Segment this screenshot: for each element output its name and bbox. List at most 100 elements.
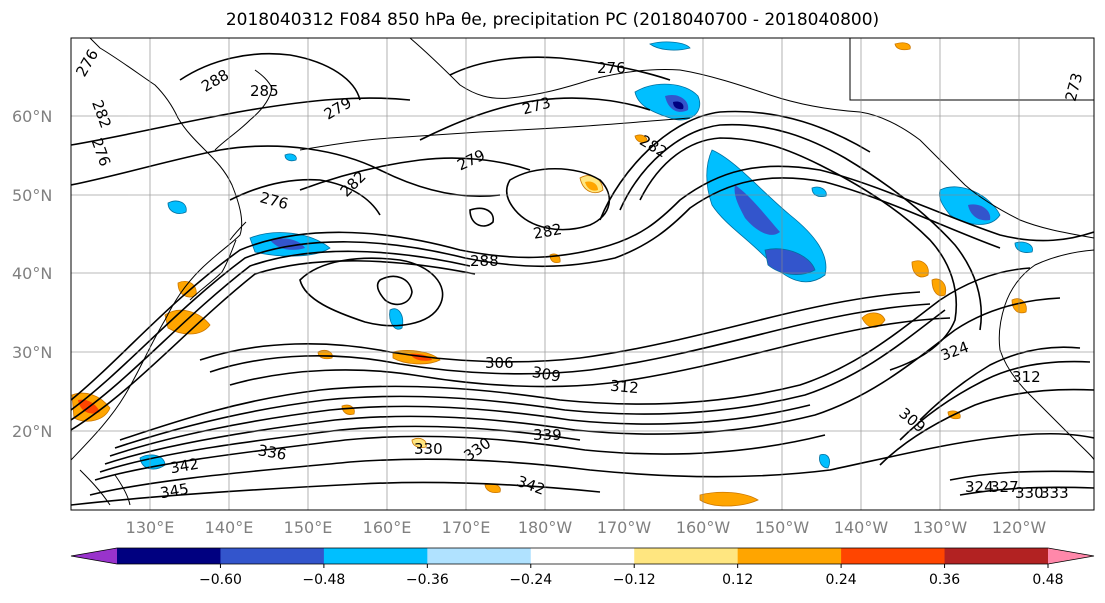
contour-line xyxy=(71,250,471,421)
contour-line xyxy=(619,123,983,331)
contour-line xyxy=(104,297,1061,465)
contour-label: 306 xyxy=(485,354,514,372)
negative-precip-region xyxy=(649,41,691,51)
contour-label: 312 xyxy=(1012,368,1041,386)
negative-precip-region xyxy=(706,149,827,283)
contour-line xyxy=(449,56,671,81)
positive-precip-region xyxy=(699,491,759,507)
colorbar-tick-label: 0.48 xyxy=(1032,572,1063,588)
negative-precip-core xyxy=(734,185,780,235)
contour-line xyxy=(469,207,494,227)
contour-label: 339 xyxy=(533,426,562,444)
contour-line xyxy=(71,260,476,431)
coastline-japan xyxy=(189,221,247,301)
contour-line xyxy=(71,145,501,198)
contour-line xyxy=(229,178,381,216)
coastline-north-america xyxy=(998,249,1094,461)
colorbar-tick-label: −0.60 xyxy=(199,572,242,588)
lat-label: 40°N xyxy=(12,264,52,283)
lon-label: 160°W xyxy=(676,518,731,537)
lon-label: 140°E xyxy=(205,518,254,537)
longitude-labels: 130°E 140°E 150°E 160°E 170°E 180°W 170°… xyxy=(126,518,1047,537)
lon-label: 170°E xyxy=(442,518,491,537)
lat-label: 60°N xyxy=(12,107,52,126)
contour-line xyxy=(919,346,1081,421)
lon-label: 140°W xyxy=(834,518,889,537)
colorbar-outline xyxy=(70,547,1095,565)
contour-line xyxy=(114,309,946,449)
contour-line xyxy=(109,404,811,457)
plot-border xyxy=(70,37,1095,511)
contour-line xyxy=(71,165,1094,401)
contour-line xyxy=(419,97,651,141)
contour-label: 309 xyxy=(531,363,562,386)
negative-precip-region xyxy=(167,200,187,214)
contour-line xyxy=(299,157,531,191)
contour-line xyxy=(879,388,1094,466)
lon-label: 150°E xyxy=(284,518,333,537)
colorbar-tick-label: −0.12 xyxy=(613,572,656,588)
colorbar-tick-label: 0.12 xyxy=(722,572,753,588)
positive-precip-region xyxy=(861,312,886,328)
contour-label: 342 xyxy=(169,455,200,478)
contour-line xyxy=(639,137,958,371)
negative-precip-region xyxy=(811,186,827,197)
contour-label: 324 xyxy=(965,478,994,496)
contour-line xyxy=(179,52,361,101)
contour-line xyxy=(959,486,1094,496)
colorbar-tick-label: 0.36 xyxy=(929,572,960,588)
colorbar-segment xyxy=(634,548,739,564)
negative-precip-region xyxy=(389,308,404,330)
contour-line xyxy=(299,257,444,327)
contour-label: 285 xyxy=(250,82,279,100)
lon-label: 180°W xyxy=(518,518,573,537)
lat-label: 30°N xyxy=(12,343,52,362)
lat-label: 20°N xyxy=(12,422,52,441)
lon-label: 130°W xyxy=(913,518,968,537)
contour-line xyxy=(71,481,601,506)
lon-label: 170°W xyxy=(597,518,652,537)
coastline-asia xyxy=(71,38,243,461)
negative-precip-core xyxy=(968,204,991,221)
contour-label: 276 xyxy=(597,59,626,77)
graticule xyxy=(71,38,1094,510)
negative-precip-core xyxy=(270,238,305,250)
colorbar-segment xyxy=(220,548,325,564)
contour-label: 288 xyxy=(470,252,499,270)
contour-line xyxy=(199,291,921,363)
colorbar-segment xyxy=(530,548,635,564)
contour-line xyxy=(94,434,826,481)
contour-line xyxy=(376,275,413,306)
colorbar-segment xyxy=(737,548,842,564)
contour-line xyxy=(949,470,1094,481)
colorbar-segment xyxy=(841,548,946,564)
contour-line xyxy=(505,167,611,231)
colorbar-tick-label: −0.24 xyxy=(509,572,552,588)
lon-label: 130°E xyxy=(126,518,175,537)
coastline-kamchatka xyxy=(214,69,273,151)
precip-shading xyxy=(71,41,1033,507)
positive-precip-region xyxy=(411,438,427,448)
contour-line xyxy=(899,360,1091,441)
coastline-chukotka xyxy=(849,38,1094,101)
colorbar-tick-label: −0.36 xyxy=(406,572,449,588)
colorbar-extend-max xyxy=(1048,548,1094,564)
colorbar-tick-label: −0.48 xyxy=(302,572,345,588)
lon-label: 160°E xyxy=(363,518,412,537)
lon-label: 120°W xyxy=(992,518,1047,537)
contour-line xyxy=(119,267,1031,441)
contour-label: 327 xyxy=(990,478,1019,496)
latitude-labels: 60°N 50°N 40°N 30°N 20°N xyxy=(12,107,52,441)
colorbar: −0.60 −0.48 −0.36 −0.24 −0.12 0.12 0.24 0.36 0.4… xyxy=(70,547,1095,588)
positive-precip-region xyxy=(634,134,648,144)
colorbar-segment xyxy=(944,548,1049,564)
positive-precip-region xyxy=(894,42,911,51)
lon-label: 150°W xyxy=(755,518,810,537)
contour-line xyxy=(89,432,1094,496)
colorbar-segment xyxy=(117,548,221,564)
contour-line xyxy=(71,97,411,146)
contour-label: 330 xyxy=(414,440,443,458)
positive-precip-region xyxy=(931,278,947,297)
map-title: 2018040312 F084 850 hPa θe, precipitatio… xyxy=(225,10,880,30)
